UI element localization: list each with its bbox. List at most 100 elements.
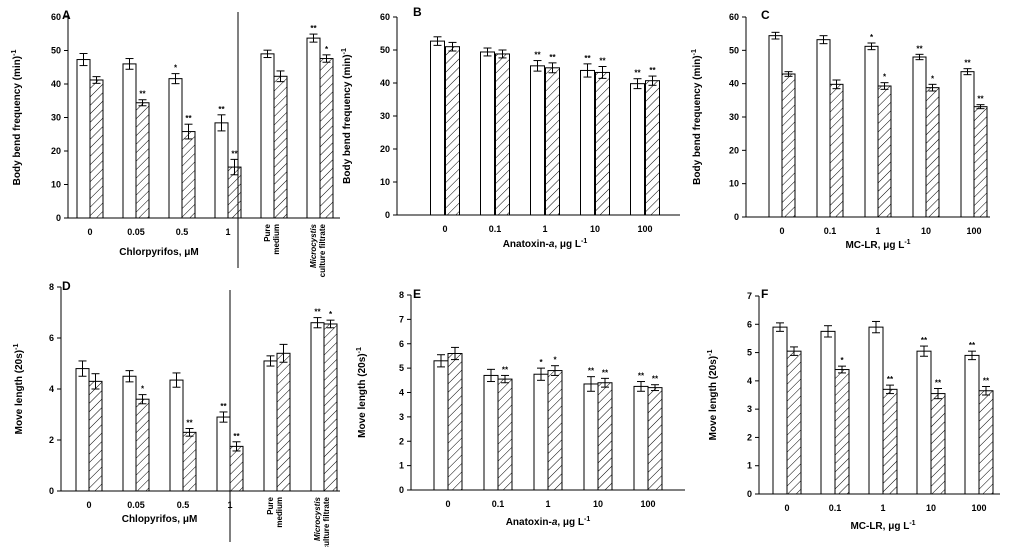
y-tick-label: 60 [729,12,739,22]
bar-hatched [597,382,613,491]
bar-hatched [445,46,460,216]
bar-open [306,37,321,219]
significance-marker: ** [584,54,591,63]
x-tick-label: 10 [590,224,600,234]
bar-hatched [645,80,660,216]
x-tick-label: 1 [225,227,230,237]
x-tick-label: 1 [227,500,232,510]
y-tick-label: 3 [747,404,752,414]
x-tick-label: 0.1 [829,503,842,513]
significance-marker: * [141,385,145,394]
bar-hatched [545,67,560,216]
bar-hatched [276,352,291,492]
x-tick-label: 1 [542,224,547,234]
x-tick-label: 0 [87,227,92,237]
y-tick-label: 8 [49,282,54,292]
significance-marker: ** [588,367,595,376]
bar-open [768,35,783,218]
y-tick-label: 6 [399,339,404,349]
bar-hatched [135,102,150,219]
x-tick-label: 0 [86,500,91,510]
bar-open [168,78,183,219]
bar-hatched [273,75,288,219]
bar-hatched [495,53,510,216]
x-tick-label: 0.1 [824,226,837,236]
y-tick-label: 6 [49,333,54,343]
bar-open [816,39,831,218]
significance-marker: * [840,356,844,365]
significance-marker: ** [983,377,990,386]
x-tick-label: 100 [971,503,986,513]
x-axis-label: Chlopyrifos, μM [122,514,198,525]
x-tick-label: 0 [784,503,789,513]
panel-label: A [62,8,71,22]
bar-hatched [323,323,338,492]
significance-marker: ** [921,336,928,345]
significance-marker: ** [185,114,192,123]
x-tick-label: 0.5 [176,227,189,237]
y-tick-label: 7 [399,314,404,324]
bar-open [260,53,275,219]
y-axis-label: Move length (20s)-1 [707,350,719,441]
significance-marker: ** [139,90,146,99]
bar-hatched [786,350,802,495]
y-tick-label: 4 [747,376,752,386]
bar-open [633,385,649,491]
x-axis-label: Anatoxin-a, μg L-1 [503,238,588,250]
significance-marker: * [325,45,329,54]
y-tick-label: 50 [380,45,390,55]
significance-marker: ** [534,51,541,60]
x-tick-label: 0.1 [489,224,502,234]
y-tick-label: 0 [747,489,752,499]
x-tick-label: Puremedium [266,496,284,527]
y-tick-label: 5 [399,363,404,373]
x-tick-label: 0.05 [127,500,145,510]
panel-label: B [413,5,422,19]
panel-label: E [413,287,421,301]
bar-hatched [229,445,244,492]
x-tick-label: 10 [926,503,936,513]
significance-marker: ** [977,95,984,104]
bar-open [76,59,91,219]
y-tick-label: 40 [51,79,61,89]
significance-marker: * [870,33,874,42]
bar-open [263,360,278,492]
x-axis-label: MC-LR, μg L-1 [850,520,915,532]
significance-marker: ** [310,24,317,33]
y-tick-label: 40 [380,78,390,88]
significance-marker: ** [218,105,225,114]
x-tick-label: Microcystisculture filtrate [313,496,331,547]
significance-marker: * [329,310,333,319]
y-tick-label: 40 [729,79,739,89]
bar-open [530,65,545,216]
x-tick-label: 0 [445,499,450,509]
y-tick-label: 4 [49,384,54,394]
bar-hatched [182,431,197,492]
x-tick-label: 0 [779,226,784,236]
bar-open [864,45,879,218]
y-tick-label: 20 [729,145,739,155]
x-tick-label: 100 [966,226,981,236]
significance-marker: ** [602,368,609,377]
bar-hatched [89,79,104,219]
bar-hatched [925,87,940,218]
significance-marker: ** [916,44,923,53]
y-tick-label: 2 [747,432,752,442]
bar-hatched [978,390,994,495]
bar-hatched [447,353,463,491]
y-tick-label: 0 [734,212,739,222]
bar-hatched [882,388,898,495]
y-tick-label: 20 [51,146,61,156]
panel-label: C [761,8,770,22]
x-tick-label: 100 [640,499,655,509]
y-tick-label: 8 [399,290,404,300]
chart-panel-d: 0 2 4 6 8 D Move length (20s)-1 Chlopyrifos, μM… [13,279,340,547]
y-tick-label: 2 [399,436,404,446]
bar-hatched [834,369,850,495]
bar-open [960,71,975,218]
significance-marker: ** [220,402,227,411]
y-tick-label: 10 [380,177,390,187]
y-axis-label: Body bend frequency (min)-1 [691,49,703,185]
